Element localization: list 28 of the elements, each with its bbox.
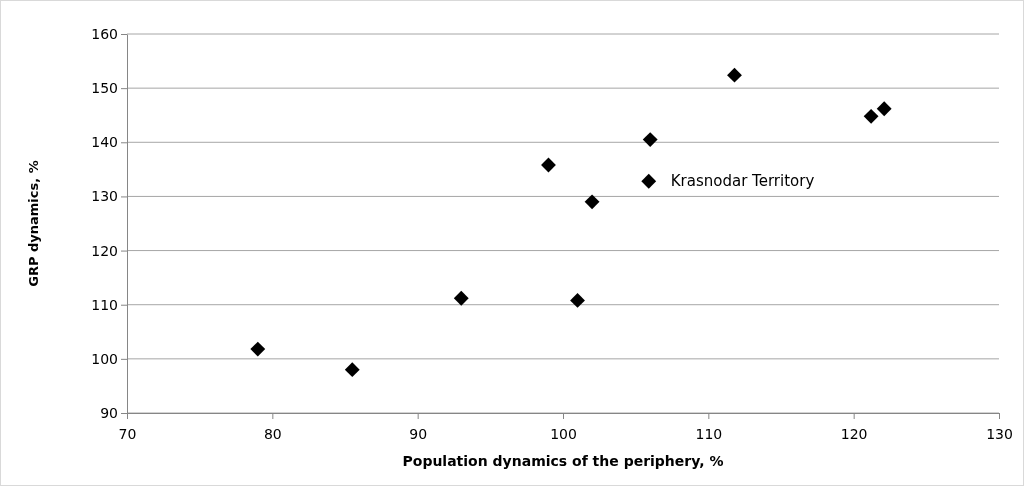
y-axis-title: GRP dynamics, % bbox=[26, 160, 41, 287]
x-axis-title: Population dynamics of the periphery, % bbox=[402, 453, 724, 469]
y-tick-label: 110 bbox=[91, 296, 118, 313]
point bbox=[344, 362, 360, 378]
point bbox=[453, 290, 469, 306]
x-tick-label: 130 bbox=[986, 425, 1013, 442]
point bbox=[727, 67, 742, 83]
x-tick-label: 120 bbox=[840, 425, 868, 442]
x-tick-label: 80 bbox=[263, 425, 282, 442]
point bbox=[863, 108, 879, 124]
point bbox=[876, 101, 892, 117]
y-tick-label: 160 bbox=[91, 25, 118, 42]
y-tick-label: 150 bbox=[91, 80, 118, 97]
annotation: Krasnodar Territory bbox=[670, 172, 815, 191]
y-tick-label: 130 bbox=[91, 188, 118, 205]
x-tick-label: 70 bbox=[118, 425, 137, 442]
x-tick-label: 100 bbox=[550, 425, 577, 442]
y-tick-label: 90 bbox=[100, 404, 118, 421]
x-tick-label: 110 bbox=[695, 425, 723, 442]
y-tick-label: 120 bbox=[91, 242, 118, 259]
y-tick-label: 100 bbox=[91, 350, 118, 367]
x-tick-label: 90 bbox=[409, 425, 428, 442]
point bbox=[642, 132, 658, 147]
point bbox=[584, 194, 600, 210]
point bbox=[641, 173, 657, 189]
point bbox=[570, 292, 585, 308]
y-tick-label: 140 bbox=[91, 134, 118, 151]
point bbox=[250, 341, 266, 357]
